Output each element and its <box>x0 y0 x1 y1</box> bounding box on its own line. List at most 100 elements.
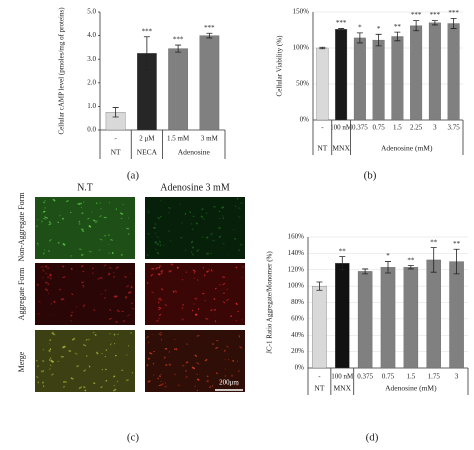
cell-speck <box>44 288 49 292</box>
cell-speck <box>192 269 196 272</box>
cell-speck <box>108 317 112 321</box>
row-label: Non-Aggregate Form <box>17 192 26 262</box>
cell-speck <box>196 361 200 365</box>
error-bar <box>112 107 119 118</box>
cell-speck <box>81 211 84 215</box>
cell-speck <box>114 295 118 299</box>
y-tick-label: 0% <box>295 364 305 372</box>
x-tick-label: 1.5 mM <box>167 135 190 143</box>
cell-speck <box>149 352 153 355</box>
error-bar <box>453 248 460 275</box>
cell-speck <box>168 230 170 233</box>
cell-speck <box>214 287 217 290</box>
y-axis-label: Cellular Viability (%) <box>276 35 284 97</box>
cell-speck <box>115 266 119 269</box>
cell-speck <box>206 252 209 255</box>
cell-speck <box>237 206 242 210</box>
cell-speck <box>190 222 193 225</box>
cell-speck <box>218 217 221 220</box>
cell-speck <box>81 281 85 284</box>
cell-speck <box>239 243 243 246</box>
cell-speck <box>117 333 120 336</box>
cell-speck <box>85 354 88 358</box>
cell-speck <box>212 239 215 242</box>
cell-speck <box>146 282 149 284</box>
cell-speck <box>48 221 52 224</box>
cell-speck <box>147 357 150 360</box>
cell-speck <box>120 253 123 257</box>
panel-label: (c) <box>127 432 140 444</box>
y-tick-label: 1.0 <box>87 102 96 110</box>
cell-speck <box>219 380 223 384</box>
cell-speck <box>48 222 52 226</box>
cell-speck <box>238 335 241 338</box>
cell-speck <box>84 389 87 392</box>
error-bar <box>316 281 323 291</box>
error-bar <box>394 31 401 42</box>
cell-speck <box>224 375 227 377</box>
significance-label: * <box>386 252 390 260</box>
cell-speck <box>113 384 116 387</box>
cell-speck <box>37 300 41 303</box>
cell-speck <box>147 380 151 383</box>
bar <box>312 285 327 369</box>
cell-speck <box>168 211 171 214</box>
cell-speck <box>154 240 157 244</box>
cell-speck <box>215 372 219 375</box>
cell-speck <box>61 217 65 220</box>
group-label: Adenosine <box>178 148 211 157</box>
cell-speck <box>113 333 116 336</box>
cell-speck <box>204 358 208 362</box>
y-tick-label: 80% <box>291 298 304 306</box>
cell-speck <box>49 273 52 277</box>
cell-speck <box>239 201 243 205</box>
cell-speck <box>237 215 241 218</box>
bar <box>410 25 423 121</box>
cell-speck <box>208 386 212 389</box>
cell-speck <box>88 224 92 228</box>
cell-speck <box>42 252 46 255</box>
cell-speck <box>217 226 221 230</box>
error-bar <box>413 20 420 32</box>
x-tick-label: 100 nM <box>330 124 353 132</box>
x-tick-label: 3 mM <box>201 135 219 143</box>
error-bar <box>319 46 326 50</box>
significance-label: *** <box>411 11 422 19</box>
significance-label: ** <box>407 256 415 264</box>
cell-speck <box>93 382 96 385</box>
cell-speck <box>42 359 45 363</box>
cell-speck <box>81 229 85 233</box>
cell-speck <box>176 266 179 269</box>
cell-speck <box>170 263 174 266</box>
cell-speck <box>209 232 214 236</box>
micrograph <box>145 197 245 259</box>
cell-speck <box>57 241 60 244</box>
micrograph <box>35 197 135 259</box>
cell-speck <box>40 369 45 373</box>
y-axis-label: Cellular cAMP level (pmoles/mg of protei… <box>58 7 66 135</box>
cell-speck <box>218 210 221 213</box>
cell-speck <box>95 351 99 355</box>
error-bar <box>175 44 182 53</box>
bar <box>353 37 366 121</box>
cell-speck <box>49 274 52 278</box>
cell-speck <box>177 384 180 387</box>
cell-speck <box>146 254 149 257</box>
cell-speck <box>234 205 237 207</box>
cell-speck <box>174 347 178 351</box>
error-bar <box>206 32 213 39</box>
cell-speck <box>92 331 95 334</box>
cell-speck <box>82 304 86 308</box>
cell-speck <box>76 364 80 368</box>
cell-speck <box>95 202 98 205</box>
y-tick-label: 140% <box>288 249 305 257</box>
cell-speck <box>115 321 118 323</box>
cell-speck <box>112 388 117 392</box>
cell-speck <box>190 250 193 254</box>
cell-speck <box>210 309 213 312</box>
group-label: Adenosine (mM) <box>385 384 437 393</box>
cell-speck <box>191 366 196 370</box>
cell-speck <box>64 381 67 383</box>
cell-speck <box>164 303 168 307</box>
cell-speck <box>159 244 162 247</box>
